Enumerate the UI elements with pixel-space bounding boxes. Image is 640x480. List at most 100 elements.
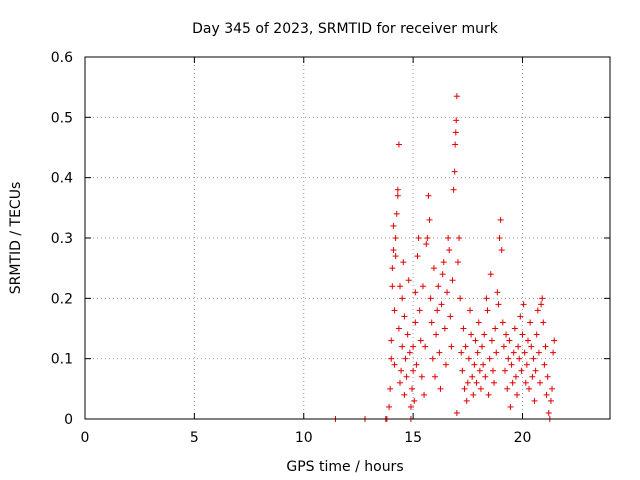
data-point (432, 373, 438, 380)
data-point (547, 397, 554, 404)
data-point (523, 361, 530, 368)
data-point (545, 409, 552, 416)
data-point (502, 367, 508, 374)
data-point (456, 235, 463, 241)
data-point (446, 247, 453, 254)
data-point (482, 373, 489, 380)
data-point (388, 337, 395, 344)
data-point (450, 186, 457, 193)
data-point (454, 259, 461, 266)
data-point (453, 409, 460, 416)
data-point (526, 385, 533, 392)
data-point (481, 331, 488, 338)
data-point (529, 373, 536, 380)
data-point (403, 373, 410, 380)
data-point (539, 295, 546, 302)
data-point (391, 307, 398, 314)
data-point (498, 247, 505, 254)
data-point (428, 319, 435, 326)
data-point (444, 289, 451, 296)
data-point (447, 313, 454, 320)
data-point (535, 349, 542, 356)
data-point (472, 337, 479, 344)
data-point (402, 355, 409, 362)
y-tick-label: 0.1 (51, 352, 73, 368)
data-point (511, 325, 518, 332)
data-point (388, 355, 395, 362)
data-point (414, 253, 421, 260)
data-point (503, 331, 510, 338)
data-point (497, 216, 504, 223)
data-point (522, 379, 529, 386)
data-point (412, 319, 419, 326)
data-point (505, 355, 512, 362)
data-point (486, 355, 493, 362)
y-tick-label: 0.4 (51, 171, 73, 187)
x-tick-label: 5 (190, 430, 199, 446)
x-tick-label: 15 (404, 430, 422, 446)
data-point (416, 307, 423, 314)
data-point (507, 403, 514, 410)
data-point (550, 349, 557, 356)
data-point (411, 397, 418, 404)
data-points (332, 93, 558, 422)
data-point (508, 361, 515, 368)
data-point (398, 367, 405, 374)
data-point (514, 391, 521, 398)
y-tick-label: 0 (64, 412, 73, 428)
data-point (538, 301, 545, 308)
data-point (460, 325, 467, 332)
data-point (400, 259, 407, 266)
data-point (445, 235, 452, 241)
data-point (464, 379, 471, 386)
y-axis-label: SRMTID / TECUs (8, 182, 24, 295)
axis-ticks: 0 5 10 15 20 0 0.1 0.2 0.3 0.4 0.5 0.6 (51, 50, 610, 446)
data-point (407, 403, 414, 410)
data-point (451, 168, 458, 175)
data-point (521, 349, 528, 356)
data-point (393, 210, 400, 217)
data-point (425, 192, 432, 199)
data-point (493, 349, 500, 356)
data-point (429, 355, 436, 362)
y-tick-label: 0.3 (51, 231, 73, 247)
data-point (439, 271, 446, 278)
data-point (453, 117, 460, 124)
y-tick-label: 0.6 (51, 50, 73, 66)
data-point (415, 235, 422, 241)
data-point (441, 325, 448, 332)
chart-title: Day 345 of 2023, SRMTID for receiver mur… (192, 21, 499, 37)
data-point (389, 265, 396, 272)
data-point (476, 367, 483, 374)
data-point (399, 343, 406, 350)
data-point (485, 391, 492, 398)
data-point (469, 373, 476, 380)
data-point (518, 367, 525, 374)
data-point (541, 361, 548, 368)
data-point (457, 295, 464, 302)
data-point (458, 349, 465, 356)
y-tick-label: 0.2 (51, 291, 73, 307)
x-axis-label: GPS time / hours (286, 459, 403, 475)
data-point (483, 295, 490, 302)
data-point (395, 141, 402, 148)
data-point (399, 295, 406, 302)
data-point (392, 253, 399, 260)
data-point (417, 337, 424, 344)
data-point (467, 307, 473, 314)
data-point (494, 289, 501, 296)
data-point (534, 307, 541, 314)
data-point (468, 331, 475, 338)
data-point (453, 93, 460, 100)
data-point (531, 397, 538, 404)
data-point (427, 295, 434, 302)
data-point (488, 337, 495, 344)
data-point (401, 391, 408, 398)
data-point (474, 349, 481, 356)
data-point (506, 337, 513, 344)
data-point (390, 247, 397, 254)
data-point (544, 373, 551, 380)
data-point (424, 235, 431, 241)
data-point (438, 301, 445, 308)
